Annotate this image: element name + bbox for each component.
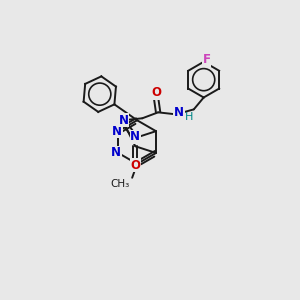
Text: N: N [111, 146, 121, 160]
Text: O: O [151, 86, 161, 99]
Text: F: F [203, 53, 211, 66]
Text: O: O [130, 159, 140, 172]
Text: N: N [118, 114, 128, 127]
Text: CH₃: CH₃ [110, 179, 129, 189]
Text: N: N [112, 125, 122, 138]
Text: N: N [130, 130, 140, 143]
Text: H: H [185, 112, 193, 122]
Text: N: N [174, 106, 184, 119]
